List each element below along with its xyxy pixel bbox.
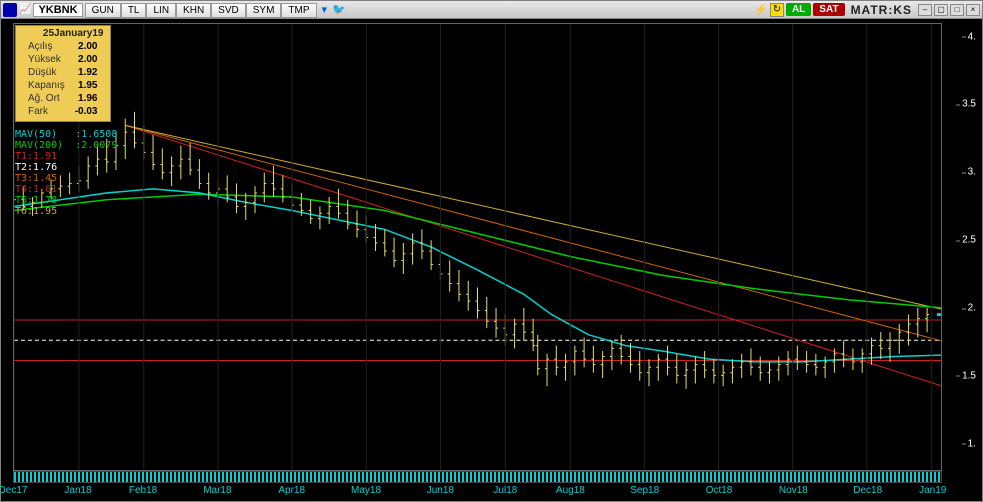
app-logo-icon bbox=[3, 3, 17, 17]
titlebar-right: ⚡ ↻ AL SAT MATR:KS – ▢ □ × bbox=[754, 3, 982, 17]
y-tick: 1. bbox=[968, 438, 976, 449]
ohlc-date: 25January19 bbox=[22, 28, 104, 39]
tab-svd[interactable]: SVD bbox=[211, 3, 246, 18]
flash-icon[interactable]: ⚡ bbox=[754, 3, 768, 17]
titlebar: 📈 YKBNK GUNTLLINKHNSVDSYMTMP ▾ 🐦 ⚡ ↻ AL … bbox=[1, 1, 982, 19]
time-label: Dec18 bbox=[853, 485, 882, 496]
y-tick: 1.5 bbox=[962, 370, 976, 381]
buy-button[interactable]: AL bbox=[786, 3, 811, 16]
time-slider[interactable] bbox=[13, 471, 942, 483]
chart-window: 📈 YKBNK GUNTLLINKHNSVDSYMTMP ▾ 🐦 ⚡ ↻ AL … bbox=[0, 0, 983, 502]
indicator-line: T3:1.45 bbox=[15, 173, 117, 184]
time-label: Jul18 bbox=[493, 485, 517, 496]
indicator-line: T4:1.61 bbox=[15, 184, 117, 195]
indicator-line: T6:1.95 bbox=[15, 206, 117, 217]
price-plot[interactable] bbox=[13, 23, 942, 471]
y-tick: 3. bbox=[968, 167, 976, 178]
y-tick: 4. bbox=[968, 31, 976, 42]
minimize-icon[interactable]: – bbox=[918, 4, 932, 16]
chart-area: 1. 1.5 2. 2.5 3. 3.5 4. 25January19 Açılış2.00… bbox=[1, 19, 982, 471]
tab-tmp[interactable]: TMP bbox=[281, 3, 316, 18]
indicator-line: T1:1.91 bbox=[15, 151, 117, 162]
tab-lin[interactable]: LIN bbox=[146, 3, 176, 18]
ohlc-value: 2.00 bbox=[71, 41, 102, 52]
tab-sym[interactable]: SYM bbox=[246, 3, 282, 18]
ohlc-value: 2.00 bbox=[71, 54, 102, 65]
titlebar-left: 📈 YKBNK GUNTLLINKHNSVDSYMTMP ▾ 🐦 bbox=[1, 3, 346, 17]
indicator-line: MAV(50) :1.6508 bbox=[15, 129, 117, 140]
ohlc-panel: 25January19 Açılış2.00Yüksek2.00Düşük1.9… bbox=[15, 25, 111, 122]
time-label: Sep18 bbox=[630, 485, 659, 496]
indicator-line: T2:1.76 bbox=[15, 162, 117, 173]
time-label: Nov18 bbox=[779, 485, 808, 496]
tab-gun[interactable]: GUN bbox=[85, 3, 121, 18]
tab-khn[interactable]: KHN bbox=[176, 3, 211, 18]
time-label: Jun18 bbox=[427, 485, 454, 496]
time-label: Apr18 bbox=[278, 485, 305, 496]
y-tick: 3.5 bbox=[962, 99, 976, 110]
ohlc-value: -0.03 bbox=[71, 106, 102, 117]
plot-svg bbox=[14, 24, 941, 470]
restore-icon[interactable]: ▢ bbox=[934, 4, 948, 16]
ticker-symbol[interactable]: YKBNK bbox=[33, 3, 82, 17]
ohlc-value: 1.92 bbox=[71, 67, 102, 78]
close-icon[interactable]: × bbox=[966, 4, 980, 16]
ohlc-label: Ağ. Ort bbox=[24, 93, 69, 104]
refresh-icon[interactable]: ↻ bbox=[770, 3, 784, 17]
indicator-line: MAV(200) :2.0079 bbox=[15, 140, 117, 151]
indicator-line: T5:1.78 bbox=[15, 195, 117, 206]
time-label: Mar18 bbox=[203, 485, 231, 496]
brand-label: MATR:KS bbox=[847, 3, 916, 17]
ohlc-value: 1.96 bbox=[71, 93, 102, 104]
y-axis: 1. 1.5 2. 2.5 3. 3.5 4. bbox=[942, 23, 982, 471]
time-axis: Dec17Jan18Feb18Mar18Apr18May18Jun18Jul18… bbox=[13, 471, 942, 501]
time-label: Jan19 bbox=[919, 485, 946, 496]
maximize-icon[interactable]: □ bbox=[950, 4, 964, 16]
ohlc-label: Açılış bbox=[24, 41, 69, 52]
y-tick: 2.5 bbox=[962, 235, 976, 246]
time-labels: Dec17Jan18Feb18Mar18Apr18May18Jun18Jul18… bbox=[13, 485, 942, 499]
ohlc-label: Fark bbox=[24, 106, 69, 117]
time-label: May18 bbox=[351, 485, 381, 496]
time-label: Jan18 bbox=[64, 485, 91, 496]
time-label: Dec17 bbox=[0, 485, 27, 496]
tab-tl[interactable]: TL bbox=[121, 3, 147, 18]
ohlc-label: Yüksek bbox=[24, 54, 69, 65]
time-label: Oct18 bbox=[706, 485, 733, 496]
ohlc-label: Kapanış bbox=[24, 80, 69, 91]
dropdown-icon[interactable]: ▾ bbox=[319, 3, 331, 16]
time-label: Aug18 bbox=[556, 485, 585, 496]
twitter-icon[interactable]: 🐦 bbox=[332, 3, 346, 16]
y-tick: 2. bbox=[968, 303, 976, 314]
time-label: Feb18 bbox=[129, 485, 157, 496]
indicator-panel: MAV(50) :1.6508MAV(200) :2.0079T1:1.91T2… bbox=[15, 129, 117, 217]
ohlc-value: 1.95 bbox=[71, 80, 102, 91]
sell-button[interactable]: SAT bbox=[813, 3, 844, 16]
ohlc-label: Düşük bbox=[24, 67, 69, 78]
